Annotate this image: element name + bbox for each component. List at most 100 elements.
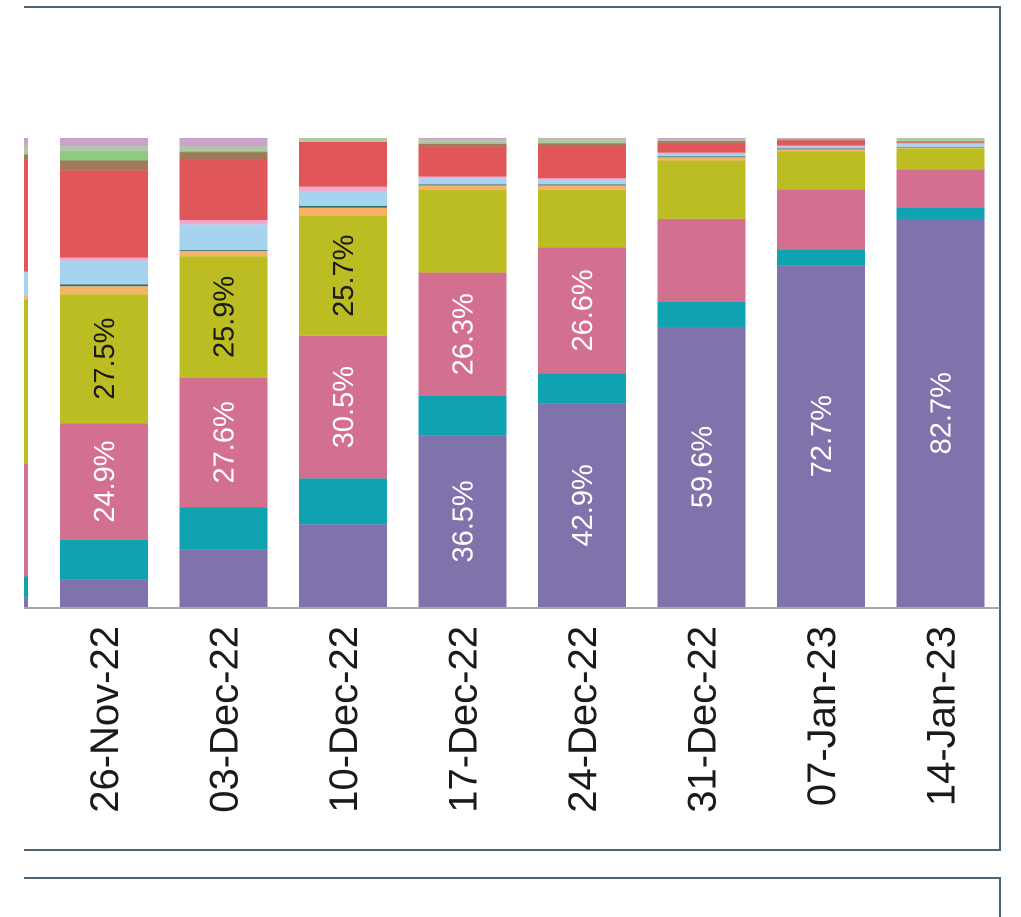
bar-7-seg-1	[896, 207, 985, 220]
bar-0-seg-11	[60, 145, 148, 151]
x-tick-label: 24-Dec-22	[561, 626, 605, 813]
bar-1-seg-11	[179, 146, 268, 151]
bar-7-seg-3	[896, 148, 985, 170]
bar-7-seg-11	[896, 138, 985, 141]
bar-4-seg-2	[538, 247, 626, 374]
bar-4-seg-10	[538, 142, 626, 144]
bar-6-seg-11	[777, 138, 865, 140]
bar-7-seg-8	[896, 142, 985, 144]
data-label: 26.3%	[448, 293, 480, 375]
x-tick-label: 10-Dec-22	[322, 626, 366, 813]
bar-5-seg-9	[657, 140, 746, 143]
bar-6-seg-12	[777, 138, 865, 139]
bar-5-seg-2	[657, 218, 746, 303]
bar-0-seg-9	[60, 160, 148, 171]
chart-panel: 24.9% 27.5% 27.6% 25.9% 30.5% 25.7% 36.5% 26.3%…	[24, 6, 1001, 851]
bar-5-seg-8	[657, 142, 746, 153]
x-tick-label: 03-Dec-22	[203, 626, 247, 813]
bar-1-seg-10	[179, 150, 268, 153]
bar-0-seg-4	[60, 286, 148, 295]
bar-4-seg-5	[538, 184, 626, 186]
bar-1-seg-6	[179, 224, 268, 251]
bar-3-seg-9	[418, 143, 507, 147]
bar-3-seg-12	[418, 138, 507, 140]
bar-0-seg-3	[60, 294, 148, 424]
bar-1-seg-9	[179, 152, 268, 161]
bar-7-seg-4	[896, 147, 985, 149]
bar-0-seg-12	[60, 138, 148, 146]
bar-6-seg-7	[777, 145, 865, 147]
bar-6-seg-5	[777, 148, 865, 150]
bar-5-seg-3	[657, 160, 746, 219]
bar-5-seg-5	[657, 156, 746, 158]
bar-3-seg-3	[418, 189, 507, 273]
bar-partial-left-seg-9	[24, 154, 28, 160]
bar-6-seg-6	[777, 146, 865, 149]
bar-1-seg-3	[179, 256, 268, 378]
x-tick-label: 14-Jan-23	[920, 626, 964, 806]
data-label: 42.9%	[567, 464, 599, 546]
bar-7-seg-0	[896, 219, 985, 607]
bar-3-seg-2	[418, 272, 507, 396]
bar-3-seg-4	[418, 185, 507, 190]
bar-partial-left-seg-4	[24, 295, 28, 300]
bar-5-seg-11	[657, 139, 746, 141]
data-label: 25.9%	[209, 276, 241, 358]
bar-4-seg-12	[538, 138, 626, 139]
bar-6-seg-1	[777, 249, 865, 266]
bar-4-seg-9	[538, 143, 626, 147]
bar-0-seg-0	[60, 579, 148, 607]
bar-1-seg-12	[179, 138, 268, 147]
bar-3-seg-11	[418, 139, 507, 144]
bar-2-seg-6	[299, 190, 387, 206]
bar-7-seg-5	[896, 146, 985, 148]
bar-5-seg-1	[657, 302, 746, 327]
data-label: 36.5%	[448, 480, 480, 562]
bar-4-seg-1	[538, 373, 626, 404]
bar-2-seg-1	[299, 478, 387, 525]
bar-6-seg-8	[777, 140, 865, 146]
bar-2-seg-0	[299, 524, 387, 607]
bar-2-seg-4	[299, 207, 387, 216]
bar-1-seg-2	[179, 377, 268, 508]
bar-6-seg-2	[777, 189, 865, 250]
bar-0-seg-10	[60, 150, 148, 161]
data-labels-group: 24.9% 27.5% 27.6% 25.9% 30.5% 25.7% 36.5% 26.3%…	[89, 235, 958, 563]
bar-6-seg-9	[777, 139, 865, 141]
bar-0-seg-1	[60, 539, 148, 580]
bar-1-seg-8	[179, 160, 268, 221]
bar-1-seg-1	[179, 507, 268, 550]
bar-5-seg-7	[657, 152, 746, 154]
bar-4-seg-4	[538, 185, 626, 190]
bar-3-seg-8	[418, 146, 507, 177]
bar-3-seg-5	[418, 184, 507, 186]
bar-4-seg-8	[538, 146, 626, 179]
data-label: 24.9%	[89, 440, 121, 522]
data-label: 27.5%	[89, 318, 121, 400]
data-label: 27.6%	[209, 401, 241, 483]
bar-5-seg-12	[657, 138, 746, 140]
data-label: 25.7%	[328, 235, 360, 317]
bar-5-seg-4	[657, 157, 746, 161]
x-tick-label: 07-Jan-23	[800, 626, 844, 806]
bar-1-seg-0	[179, 549, 268, 607]
bar-3-seg-7	[418, 176, 507, 179]
data-label: 30.5%	[328, 366, 360, 448]
x-tick-label: 17-Dec-22	[442, 626, 486, 813]
data-label: 26.6%	[567, 269, 599, 351]
bar-5-seg-6	[657, 153, 746, 157]
bar-7-seg-6	[896, 144, 985, 147]
bar-4-seg-6	[538, 180, 626, 185]
bar-1-seg-5	[179, 250, 268, 252]
x-tick-label: 26-Nov-22	[83, 626, 127, 813]
bar-0-seg-6	[60, 260, 148, 285]
bar-3-seg-0	[418, 435, 507, 607]
data-label: 72.7%	[806, 395, 838, 477]
bar-partial-left-seg-11	[24, 145, 28, 155]
bar-0-seg-5	[60, 284, 148, 287]
bar-0-seg-8	[60, 170, 148, 258]
bar-partial-left-seg-2	[24, 463, 28, 577]
bar-0-seg-2	[60, 423, 148, 540]
bar-2-seg-3	[299, 215, 387, 336]
bar-partial-left-seg-6	[24, 271, 28, 296]
